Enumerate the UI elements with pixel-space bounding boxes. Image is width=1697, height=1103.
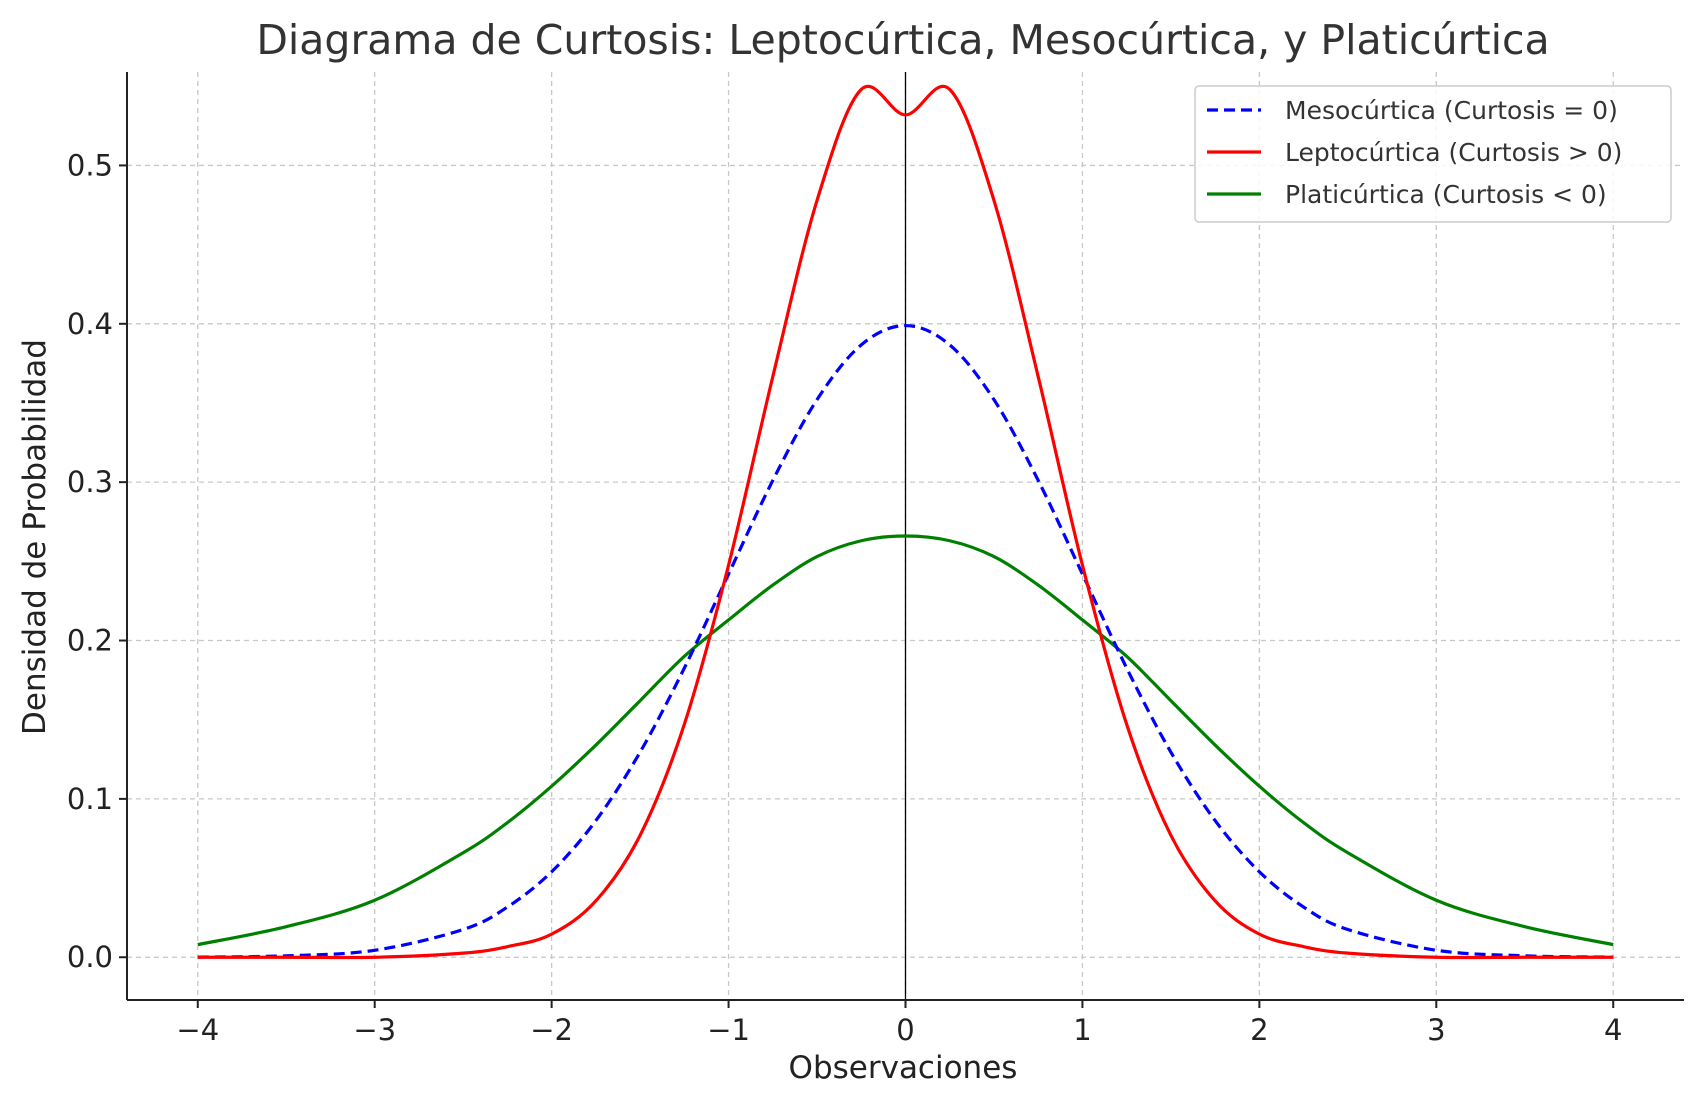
x-tick-label: −3 <box>353 1013 396 1047</box>
series-line-0 <box>197 323 1614 959</box>
series-line-1 <box>197 84 1614 960</box>
y-tick-label: 0.0 <box>67 940 113 974</box>
y-tick-label: 0.5 <box>67 148 113 182</box>
y-ticks: 0.0 0.1 0.2 0.3 0.4 0.5 <box>67 148 127 974</box>
legend-label-2: Platicúrtica (Curtosis < 0) <box>1285 180 1607 209</box>
x-ticks: −4 −3 −2 −1 0 1 2 3 4 <box>176 1000 1622 1047</box>
legend-box <box>1194 85 1672 223</box>
series-group <box>197 84 1614 960</box>
series-line-2 <box>197 534 1614 947</box>
x-tick-label: 4 <box>1604 1013 1622 1047</box>
x-axis-label: Observaciones <box>789 1050 1018 1086</box>
y-axis-label: Densidad de Probabilidad <box>17 339 53 735</box>
y-tick-label: 0.2 <box>67 624 113 658</box>
x-tick-label: 3 <box>1427 1013 1445 1047</box>
legend-label-1: Leptocúrtica (Curtosis > 0) <box>1285 138 1622 167</box>
x-tick-label: 0 <box>896 1013 914 1047</box>
x-tick-label: −1 <box>707 1013 750 1047</box>
y-tick-label: 0.3 <box>67 465 113 499</box>
y-tick-label: 0.1 <box>67 782 113 816</box>
legend: Mesocúrtica (Curtosis = 0) Leptocúrtica (… <box>1194 85 1672 223</box>
x-tick-label: 1 <box>1073 1013 1091 1047</box>
chart-title: Diagrama de Curtosis: Leptocúrtica, Meso… <box>256 16 1549 64</box>
y-tick-label: 0.4 <box>67 307 113 341</box>
x-tick-label: −2 <box>530 1013 573 1047</box>
legend-label-0: Mesocúrtica (Curtosis = 0) <box>1285 96 1618 125</box>
x-tick-label: 2 <box>1250 1013 1268 1047</box>
x-tick-label: −4 <box>176 1013 219 1047</box>
